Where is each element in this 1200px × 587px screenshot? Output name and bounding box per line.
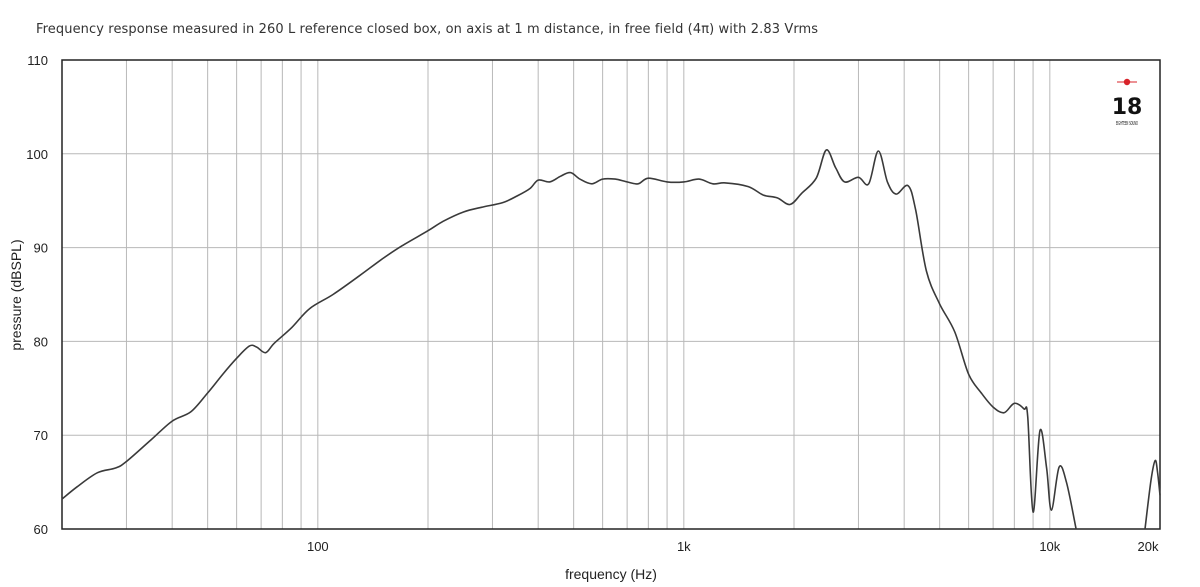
y-tick-label: 90 [34,241,48,256]
logo-subtext: EIGHTEEN SOUND [1116,121,1138,127]
logo-star-icon [1117,78,1137,86]
chart-title: Frequency response measured in 260 L ref… [36,22,819,37]
y-tick-label: 100 [26,147,48,162]
x-tick-label: 10k [1039,539,1060,554]
logo-number: 18 [1112,95,1143,120]
x-tick-labels: 100 1k 10k 20k [307,539,1159,554]
response-curve-group [61,149,1161,530]
y-tick-label: 80 [34,334,48,349]
response-curve [61,149,1077,530]
brand-logo: 18 EIGHTEEN SOUND [1112,78,1143,127]
plot-frame [61,59,1161,530]
grid-lines [62,60,1160,529]
y-tick-label: 70 [34,428,48,443]
x-axis-label: frequency (Hz) [565,566,657,582]
y-tick-label: 60 [34,522,48,537]
y-axis-label: pressure (dBSPL) [8,239,24,350]
y-tick-label: 110 [27,53,48,68]
x-tick-label: 1k [677,539,691,554]
x-tick-label: 20k [1138,539,1159,554]
x-tick-label: 100 [307,539,329,554]
response-curve [1144,459,1161,530]
y-tick-labels: 60 70 80 90 100 110 [26,53,48,537]
